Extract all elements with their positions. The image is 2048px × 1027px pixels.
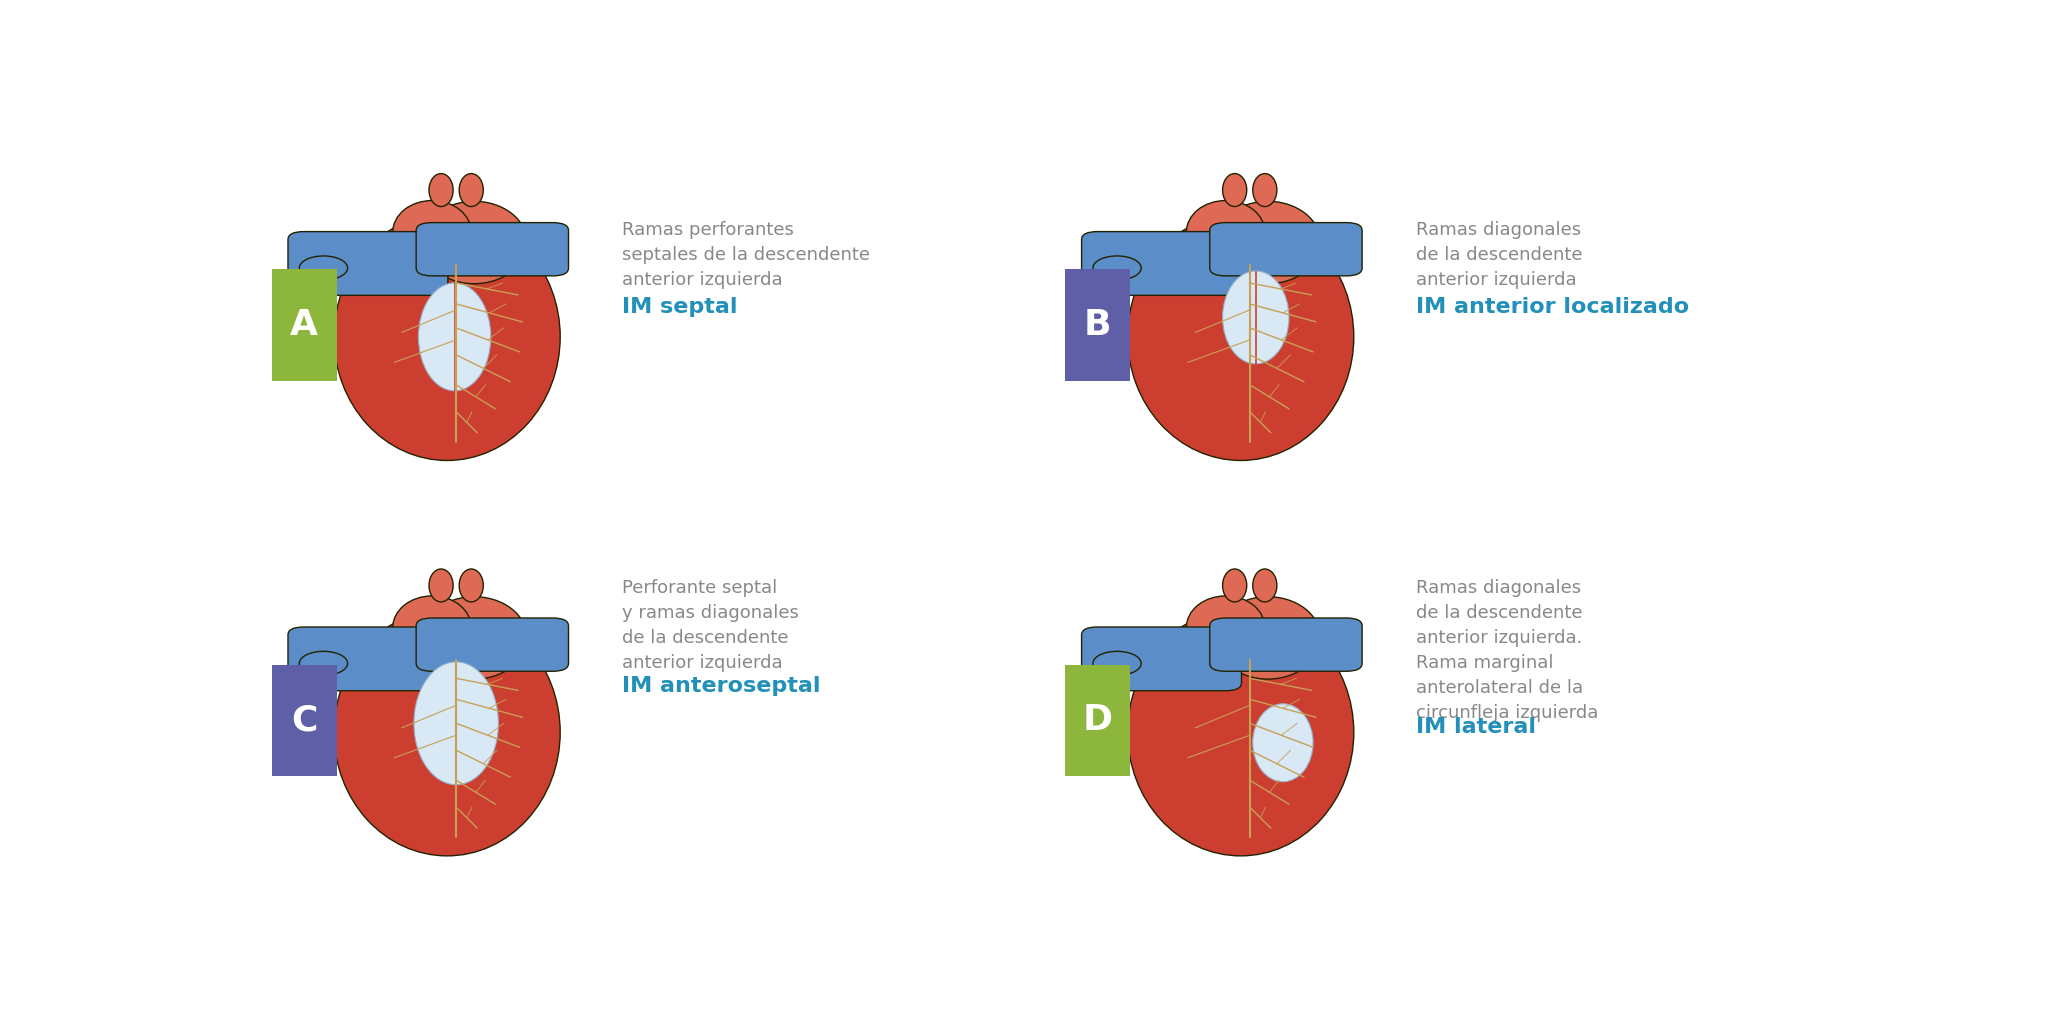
FancyBboxPatch shape: [1210, 618, 1362, 672]
Ellipse shape: [393, 596, 471, 659]
Ellipse shape: [1253, 174, 1276, 206]
FancyBboxPatch shape: [1210, 223, 1362, 276]
FancyBboxPatch shape: [289, 627, 449, 691]
FancyBboxPatch shape: [272, 269, 336, 381]
FancyBboxPatch shape: [1081, 232, 1241, 296]
Ellipse shape: [1223, 569, 1247, 602]
Ellipse shape: [414, 661, 498, 785]
Ellipse shape: [428, 174, 453, 206]
Ellipse shape: [1128, 609, 1354, 855]
FancyBboxPatch shape: [1065, 664, 1130, 776]
Circle shape: [1094, 256, 1141, 280]
Ellipse shape: [393, 200, 471, 264]
Ellipse shape: [334, 214, 561, 460]
Ellipse shape: [1128, 214, 1354, 460]
FancyBboxPatch shape: [272, 664, 336, 776]
Ellipse shape: [1186, 200, 1266, 264]
Ellipse shape: [1253, 569, 1276, 602]
Text: Ramas perforantes
septales de la descendente
anterior izquierda: Ramas perforantes septales de la descend…: [623, 221, 870, 289]
Text: C: C: [291, 703, 317, 737]
Ellipse shape: [1186, 596, 1266, 659]
Ellipse shape: [1214, 597, 1321, 679]
Text: IM anteroseptal: IM anteroseptal: [623, 676, 821, 695]
Text: IM anterior localizado: IM anterior localizado: [1415, 297, 1690, 317]
Ellipse shape: [422, 597, 526, 679]
Ellipse shape: [418, 283, 492, 391]
Ellipse shape: [1223, 174, 1247, 206]
Ellipse shape: [1223, 271, 1288, 364]
FancyBboxPatch shape: [289, 232, 449, 296]
FancyBboxPatch shape: [416, 223, 569, 276]
Text: IM septal: IM septal: [623, 297, 737, 317]
Text: Perforante septal
y ramas diagonales
de la descendente
anterior izquierda: Perforante septal y ramas diagonales de …: [623, 579, 799, 672]
Text: B: B: [1083, 308, 1112, 342]
Ellipse shape: [1253, 703, 1313, 782]
Text: D: D: [1083, 703, 1112, 737]
Text: IM lateral: IM lateral: [1415, 717, 1536, 736]
Ellipse shape: [334, 609, 561, 855]
Ellipse shape: [459, 569, 483, 602]
Ellipse shape: [428, 569, 453, 602]
Text: A: A: [291, 308, 317, 342]
Circle shape: [299, 256, 348, 280]
Circle shape: [299, 651, 348, 676]
FancyBboxPatch shape: [1065, 269, 1130, 381]
Ellipse shape: [1214, 201, 1321, 283]
Circle shape: [1094, 651, 1141, 676]
Text: Ramas diagonales
de la descendente
anterior izquierda.
Rama marginal
anterolater: Ramas diagonales de la descendente anter…: [1415, 579, 1597, 722]
FancyBboxPatch shape: [416, 618, 569, 672]
Ellipse shape: [422, 201, 526, 283]
Text: Ramas diagonales
de la descendente
anterior izquierda: Ramas diagonales de la descendente anter…: [1415, 221, 1583, 289]
Ellipse shape: [459, 174, 483, 206]
FancyBboxPatch shape: [1081, 627, 1241, 691]
